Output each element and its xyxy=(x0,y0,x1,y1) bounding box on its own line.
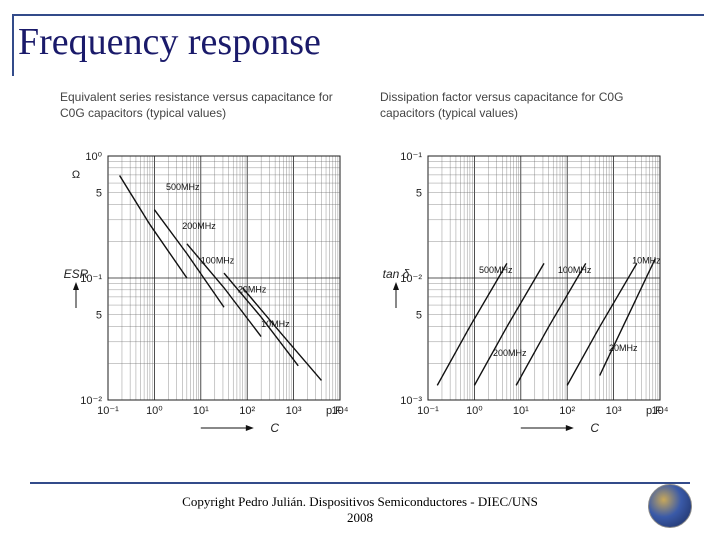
footer-text: Copyright Pedro Julián. Dispositivos Sem… xyxy=(182,494,538,509)
svg-text:10¹: 10¹ xyxy=(513,405,529,417)
svg-text:200MHz: 200MHz xyxy=(182,221,216,231)
chart-right-svg: 10⁻¹10⁰10¹10²10³10⁴10⁻³510⁻²510⁻¹tan δp.… xyxy=(380,150,670,438)
page-title: Frequency response xyxy=(18,20,321,64)
svg-text:10⁰: 10⁰ xyxy=(466,405,483,417)
svg-text:C: C xyxy=(270,421,279,435)
footer: Copyright Pedro Julián. Dispositivos Sem… xyxy=(0,494,720,526)
chart-left-svg: 10⁻¹10⁰10¹10²10³10⁴10⁻²510⁻¹510⁰ΩESRp.FC… xyxy=(60,150,350,438)
svg-text:500MHz: 500MHz xyxy=(166,182,200,192)
svg-text:10³: 10³ xyxy=(606,405,622,417)
svg-text:10²: 10² xyxy=(239,405,255,417)
charts-container: Equivalent series resistance versus capa… xyxy=(60,90,670,450)
svg-text:Ω: Ω xyxy=(72,169,80,181)
svg-text:10⁰: 10⁰ xyxy=(146,405,163,417)
svg-text:p.F: p.F xyxy=(326,405,342,417)
svg-text:20MHz: 20MHz xyxy=(609,343,638,353)
chart-right-title: Dissipation factor versus capacitance fo… xyxy=(380,90,670,142)
svg-text:10⁻³: 10⁻³ xyxy=(400,395,422,407)
svg-text:10²: 10² xyxy=(559,405,575,417)
svg-text:5: 5 xyxy=(96,188,102,200)
svg-text:10³: 10³ xyxy=(286,405,302,417)
svg-text:10⁻¹: 10⁻¹ xyxy=(400,151,422,163)
svg-text:10MHz: 10MHz xyxy=(261,319,290,329)
chart-left: Equivalent series resistance versus capa… xyxy=(60,90,350,450)
logo-icon xyxy=(648,484,692,528)
svg-text:tan δ: tan δ xyxy=(383,267,410,281)
svg-text:ESR: ESR xyxy=(64,267,89,281)
svg-text:5: 5 xyxy=(416,310,422,322)
svg-text:10⁰: 10⁰ xyxy=(85,151,102,163)
svg-text:100MHz: 100MHz xyxy=(558,265,592,275)
footer-year: 2008 xyxy=(347,510,373,525)
svg-text:10⁻²: 10⁻² xyxy=(80,395,102,407)
svg-text:10MHz: 10MHz xyxy=(632,255,661,265)
svg-text:500MHz: 500MHz xyxy=(479,265,513,275)
svg-text:100MHz: 100MHz xyxy=(201,255,235,265)
svg-text:5: 5 xyxy=(96,310,102,322)
svg-text:5: 5 xyxy=(416,188,422,200)
svg-text:C: C xyxy=(590,421,599,435)
svg-text:20MHz: 20MHz xyxy=(238,285,267,295)
chart-right: Dissipation factor versus capacitance fo… xyxy=(380,90,670,450)
chart-left-title: Equivalent series resistance versus capa… xyxy=(60,90,350,142)
svg-text:p.F: p.F xyxy=(646,405,662,417)
footer-line xyxy=(30,482,690,484)
svg-text:200MHz: 200MHz xyxy=(493,348,527,358)
svg-text:10¹: 10¹ xyxy=(193,405,209,417)
